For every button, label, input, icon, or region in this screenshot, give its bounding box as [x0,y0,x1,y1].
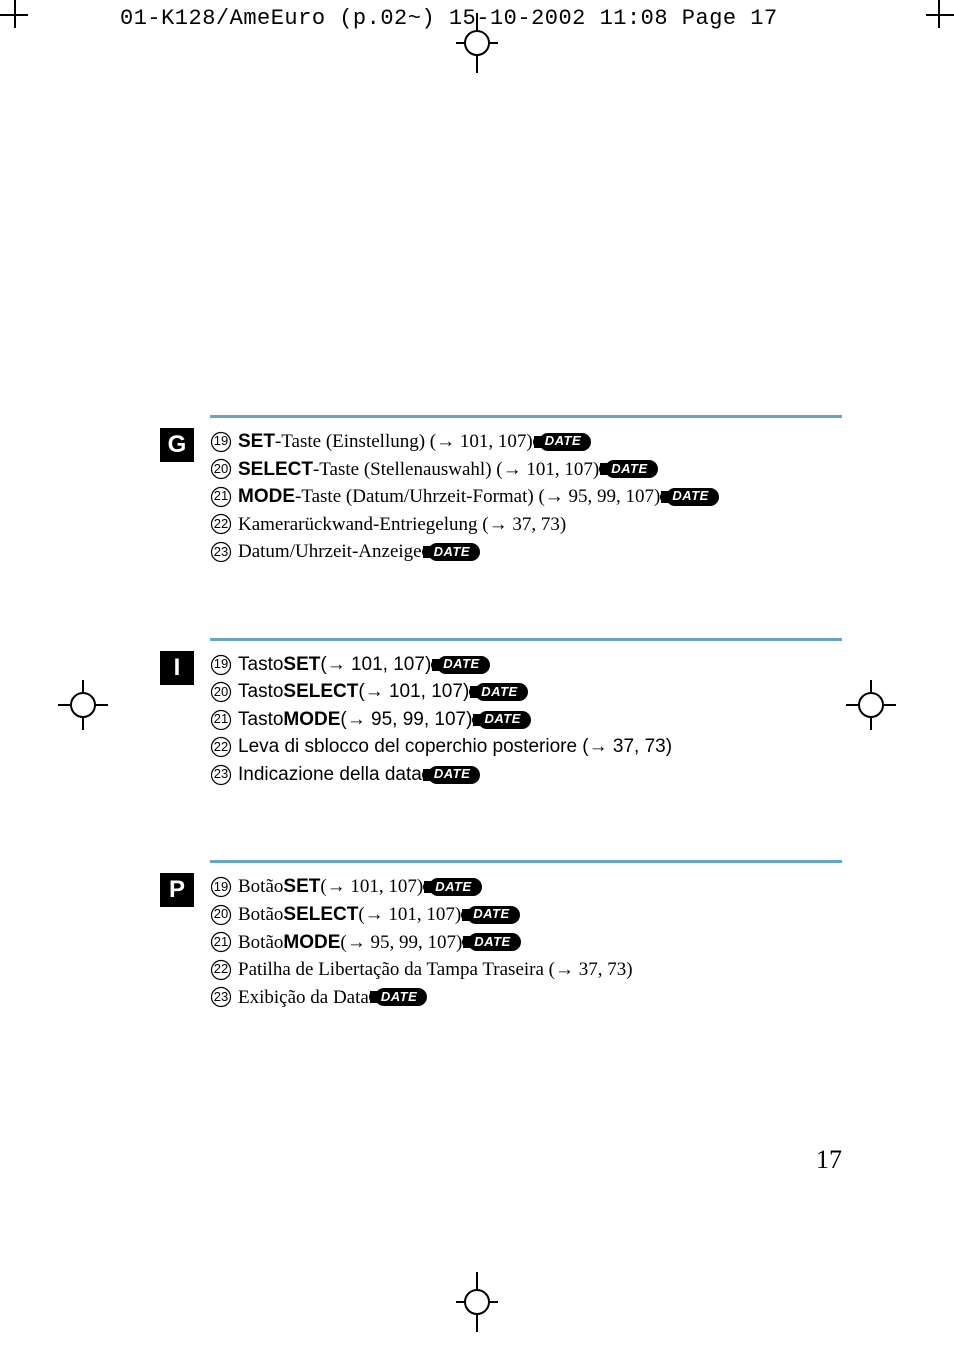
item-number-icon: 22 [210,736,232,758]
registration-mark-left [58,680,108,730]
item-bold: SET [283,873,320,901]
item-number-icon: 19 [210,654,232,676]
item-text: Datum/Uhrzeit-Anzeige [238,538,422,566]
item-bold: MODE [238,483,295,511]
item-number-icon: 20 [210,681,232,703]
crop-mark [926,14,954,16]
page: 01-K128/AmeEuro (p.02~) 15-10-2002 11:08… [0,0,954,1345]
item-text: Patilha de Libertação da Tampa Traseira … [238,956,633,984]
item-pre: Tasto [238,678,283,706]
item-text: (→ 101, 107) [320,651,431,679]
item-number-icon: 23 [210,764,232,786]
page-number: 17 [816,1145,842,1175]
date-badge: DATE [605,460,657,478]
list-item: 22 Patilha de Libertação da Tampa Traseir… [210,956,842,984]
section-rule [210,638,842,641]
list-item: 23 Datum/Uhrzeit-Anzeige DATE [210,538,842,566]
list-item: 20 Botão SELECT (→ 101, 107) DATE [210,901,842,929]
item-text: (→ 101, 107) [320,873,423,901]
item-text: Indicazione della data [238,761,422,789]
list-item: 20 SELECT-Taste (Stellenauswahl) (→ 101, … [210,456,842,484]
date-badge: DATE [475,683,527,701]
list-item: 19 Botão SET (→ 101, 107) DATE [210,873,842,901]
registration-mark-right [846,680,896,730]
item-text: Kamerarückwand-Entriegelung (→ 37, 73) [238,511,566,539]
item-number-icon: 23 [210,541,232,563]
item-text: -Taste (Datum/Uhrzeit-Format) (→ 95, 99,… [295,483,660,511]
item-number-icon: 21 [210,486,232,508]
crop-mark [0,14,28,16]
date-badge: DATE [429,878,481,896]
section-rule [210,415,842,418]
language-section-i: I 19 Tasto SET (→ 101, 107) DATE 20 Tasto SEL… [160,638,842,789]
item-list: 19 SET-Taste (Einstellung) (→ 101, 107) DA… [210,428,842,566]
item-text: (→ 101, 107) [358,901,461,929]
item-bold: SELECT [283,901,358,929]
language-section-g: G 19 SET-Taste (Einstellung) (→ 101, 107) D… [160,415,842,566]
item-text: (→ 95, 99, 107) [340,929,462,957]
item-list: 19 Botão SET (→ 101, 107) DATE 20 Botão SELE… [210,873,842,1011]
date-badge: DATE [467,906,519,924]
item-text: -Taste (Stellenauswahl) (→ 101, 107) [313,456,599,484]
content-column: G19SET-Taste (Einstellung) (→ 101, 107)D… [160,415,842,1083]
item-number-icon: 21 [210,709,232,731]
item-pre: Tasto [238,706,283,734]
date-badge: DATE [666,488,718,506]
date-badge: DATE [437,656,489,674]
language-badge: P [160,873,194,907]
item-bold: SELECT [238,456,313,484]
item-list: 19 Tasto SET (→ 101, 107) DATE 20 Tasto SELE… [210,651,842,789]
language-badge: G [160,428,194,462]
list-item: 22 Kamerarückwand-Entriegelung (→ 37, 73) [210,511,842,539]
item-number-icon: 20 [210,458,232,480]
language-badge: I [160,651,194,685]
item-number-icon: 20 [210,904,232,926]
item-bold: SET [238,428,275,456]
list-item: 19 Tasto SET (→ 101, 107) DATE [210,651,842,679]
item-text: (→ 95, 99, 107) [340,706,472,734]
item-number-icon: 22 [210,959,232,981]
item-text: (→ 101, 107) [358,678,469,706]
list-item: 23 Exibição da Data DATE [210,984,842,1012]
item-pre: Tasto [238,651,283,679]
list-item: 20 Tasto SELECT (→ 101, 107) DATE [210,678,842,706]
item-pre: Botão [238,901,283,929]
item-number-icon: 22 [210,513,232,535]
item-text: Leva di sblocco del coperchio posteriore… [238,733,672,761]
language-section-p: P 19 Botão SET (→ 101, 107) DATE 20 Botão SEL… [160,860,842,1011]
list-item: 21 MODE-Taste (Datum/Uhrzeit-Format) (→ 9… [210,483,842,511]
date-badge: DATE [375,988,427,1006]
item-number-icon: 23 [210,986,232,1008]
item-bold: MODE [283,706,340,734]
item-bold: MODE [283,929,340,957]
item-pre: Botão [238,873,283,901]
item-number-icon: 21 [210,931,232,953]
header-slug: 01-K128/AmeEuro (p.02~) 15-10-2002 11:08… [120,6,778,31]
registration-mark-bottom [456,1281,498,1323]
list-item: 23 Indicazione della data DATE [210,761,842,789]
date-badge: DATE [428,766,480,784]
item-number-icon: 19 [210,876,232,898]
date-badge: DATE [478,711,530,729]
list-item: 21 Botão MODE (→ 95, 99, 107) DATE [210,929,842,957]
item-text: -Taste (Einstellung) (→ 101, 107) [275,428,533,456]
item-number-icon: 19 [210,431,232,453]
item-text: Exibição da Data [238,984,369,1012]
date-badge: DATE [468,933,520,951]
date-badge: DATE [539,433,591,451]
item-pre: Botão [238,929,283,957]
date-badge: DATE [428,543,480,561]
list-item: 19 SET-Taste (Einstellung) (→ 101, 107) DA… [210,428,842,456]
list-item: 22 Leva di sblocco del coperchio posterio… [210,733,842,761]
section-rule [210,860,842,863]
registration-mark-top [456,22,498,64]
item-bold: SELECT [283,678,358,706]
list-item: 21 Tasto MODE (→ 95, 99, 107) DATE [210,706,842,734]
item-bold: SET [283,651,320,679]
